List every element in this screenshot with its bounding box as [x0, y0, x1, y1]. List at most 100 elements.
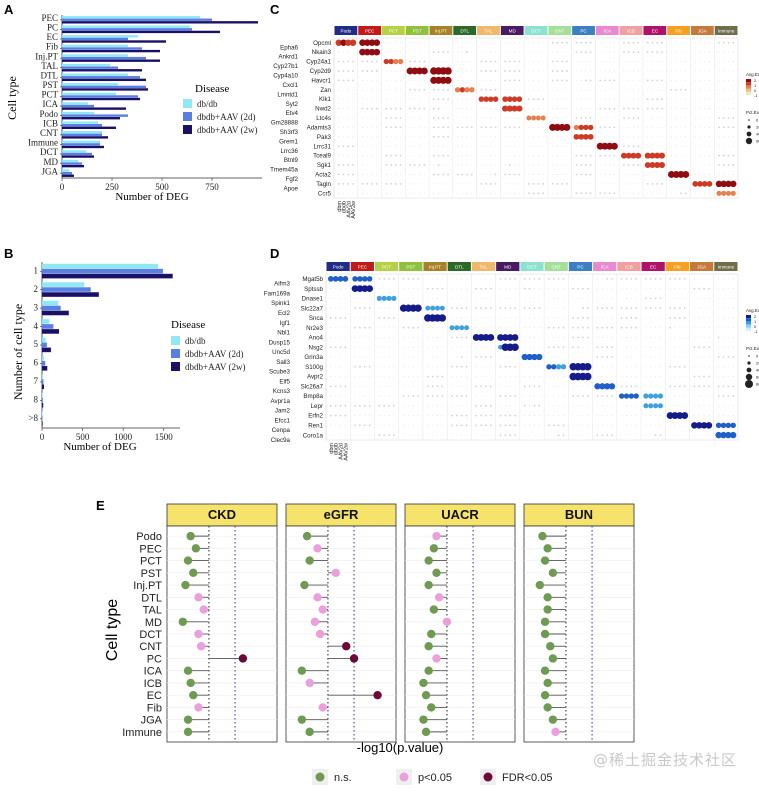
- dot-c-zan-ica-dbdb: [604, 89, 606, 91]
- point-uacr-pct: [424, 556, 433, 565]
- dot-c-lrrc31-cnt-AAV2d: [561, 145, 563, 147]
- dot-d-nr2e3-pec-AAV2d: [363, 326, 366, 329]
- dot-d-grin3a-tal-AAV2w: [489, 356, 492, 358]
- dot-d-nr2e3-dtl-AAV2w: [464, 325, 470, 331]
- dot-c-adamts3-pst-AAV2w: [423, 126, 425, 128]
- dot-c-ltc4s-pst-AAV2w: [423, 117, 425, 119]
- dot-d-sptssb-pct-dbm: [378, 288, 380, 290]
- dot-d-ano4-dtl-AAV2w: [465, 336, 468, 339]
- dot-d-snca-pst-dbdb: [407, 317, 409, 319]
- dot-c-pak3-pc-dbm: [573, 133, 580, 140]
- dot-d-bmp8a-pec-AAV2w: [369, 395, 371, 397]
- dot-c-zan-pc-AAV2w: [590, 89, 592, 91]
- dot-d-ano4-pst-AAV2d: [412, 336, 414, 339]
- bar-a-md-dbdb-aav-2d: [62, 162, 82, 165]
- dot-d-ren1-pec-AAV2d: [363, 424, 366, 427]
- dot-c-lrrc31-pst-AAV2w: [423, 145, 425, 147]
- dot-d-coro1a-inj-pt-dbdb: [432, 434, 434, 436]
- dot-c-havcr1-immune-AAV2d: [727, 79, 730, 81]
- dot-d-dnase1-dtl-AAV2d: [461, 297, 463, 299]
- dot-c-lrrc31-pc-dbdb: [580, 145, 582, 147]
- dot-c-sgk1-immune-AAV2d: [727, 164, 730, 166]
- dot-d-erfn2-pec-dbdb: [359, 415, 361, 417]
- dot-d-grin3a-pct-dbm: [378, 356, 380, 358]
- dot-d-ano4-inj-pt-AAV2d: [436, 336, 439, 339]
- dot-d-mgat5b-pc-AAV2w: [587, 278, 589, 280]
- dot-d-coro1a-pct-dbdb: [383, 434, 386, 437]
- dot-d-nsg2-pct-dbm: [378, 346, 380, 348]
- dot-c-adamts3-immune-dbdb: [722, 126, 725, 129]
- dot-d-snca-ec-dbm: [645, 317, 647, 319]
- dot-d-ren1-immune-dbdb: [720, 422, 727, 429]
- point-egfr-immune: [305, 727, 314, 737]
- dot-c-cyp2d9-md-dbm: [504, 70, 507, 72]
- dot-c-ccr5-tal-AAV2d: [490, 192, 492, 194]
- cluster-label-d-icb: ICB: [625, 265, 633, 270]
- gene-label-c-adamts3: Adamts3: [307, 124, 332, 131]
- tick-label-b-1: 1: [34, 265, 39, 275]
- dot-d-dnase1-fib-AAV2w: [684, 297, 686, 299]
- dot-d-ren1-dct-AAV2d: [533, 424, 535, 426]
- point-egfr-pst: [331, 568, 340, 578]
- dot-d-sptssb-inj-pt-AAV2w: [441, 287, 444, 290]
- dot-d-coro1a-pc-AAV2w: [587, 434, 589, 436]
- dot-c-acta2-icb-dbdb: [628, 173, 630, 176]
- dot-c-havcr1-podo-AAV2d: [347, 79, 350, 82]
- dot-c-havcr1-pst-AAV2w: [423, 79, 425, 81]
- cluster-header-c-dtl: [453, 26, 477, 35]
- dot-c-tceal9-podo-AAV2d: [347, 155, 349, 157]
- dot-d-mgat5b-podo-dbm: [328, 276, 334, 282]
- dot-d-slc22a7-cnt-AAV2w: [562, 307, 565, 309]
- dot-c-ccr5-dtl-AAV2w: [471, 192, 473, 194]
- bar-a-podo-db-db: [62, 111, 94, 115]
- dot-c-havcr1-md-dbdb: [508, 79, 511, 82]
- dot-c-pak3-pc-AAV2d: [583, 133, 589, 140]
- dot-c-cyp24a1-immune-AAV2d: [727, 60, 730, 63]
- dot-c-pak3-pct-AAV2d: [395, 136, 397, 138]
- dot-d-dnase1-ica-AAV2w: [611, 297, 613, 299]
- dot-c-lrrc31-icb-dbdb: [627, 145, 630, 148]
- bar-a-fib-dbdb-aav-2d: [62, 47, 142, 50]
- tick-label-a-pct: PCT: [41, 90, 58, 100]
- bar-a-dct-dbdb-aav-2w: [62, 155, 94, 158]
- gene-label-d-s100g: S100g: [305, 364, 323, 371]
- dot-d-snca-pct-AAV2d: [388, 317, 390, 319]
- dot-d-bmp8a-fib-dbm: [669, 395, 671, 397]
- point-egfr-pc: [349, 654, 359, 663]
- dot-c-opcml-dct-dbm: [528, 42, 530, 44]
- dot-c-havcr1-tal-AAV2w: [495, 79, 497, 81]
- dot-d-erfn2-tal-AAV2d: [485, 414, 487, 417]
- dot-d-nr2e3-inj-pt-dbdb: [432, 327, 434, 329]
- dot-c-sgk1-ec-dbm: [644, 162, 651, 169]
- dot-d-dnase1-immune-AAV2d: [727, 297, 729, 299]
- point-uacr-pc: [432, 654, 441, 663]
- dot-c-ccr5-dct-AAV2w: [542, 192, 545, 195]
- dot-c-cyp2d9-cnt-dbdb: [556, 70, 559, 72]
- legend-label-a-db-db: db/db: [197, 99, 218, 109]
- dot-c-lrrc31-inj-pt-dbm: [433, 145, 435, 147]
- dot-d-nr2e3-cnt-AAV2d: [557, 326, 560, 329]
- dot-d-coro1a-pc-dbdb: [577, 434, 579, 436]
- dot-c-cyp24a1-pc-AAV2d: [585, 60, 587, 63]
- dot-d-erfn2-dct-dbdb: [529, 415, 531, 417]
- dot-c-opcml-jga-AAV2d: [704, 42, 706, 44]
- dot-c-klk1-podo-dbm: [338, 98, 340, 100]
- dot-d-snca-jga-AAV2w: [708, 317, 710, 319]
- dot-c-acta2-pc-AAV2w: [589, 173, 592, 176]
- dot-d-ren1-pst-dbdb: [407, 424, 409, 426]
- dot-c-ltc4s-pc-AAV2d: [585, 117, 587, 119]
- legend-size-title-c: Pct.Exp: [746, 110, 759, 115]
- dot-c-klk1-fib-dbdb: [675, 98, 677, 100]
- dot-d-slc22a7-jga-dbdb: [698, 307, 700, 309]
- dot-d-slc26a7-ica-dbdb: [599, 383, 606, 390]
- dot-d-ren1-ica-AAV2w: [611, 424, 613, 426]
- gene-label-c-pak3: Pak3: [317, 134, 332, 141]
- dot-d-nsg2-tal-dbm: [475, 346, 477, 348]
- dot-d-grin3a-pec-AAV2w: [369, 356, 371, 358]
- dot-c-adamts3-inj-pt-AAV2w: [447, 126, 449, 129]
- dot-c-cyp2d9-immune-dbm: [718, 70, 720, 72]
- bar-b-2-db-db: [42, 282, 85, 287]
- dot-c-tceal9-tal-AAV2w: [495, 155, 497, 157]
- legend-size-value-d-40: 40: [756, 368, 759, 373]
- dot-c-ltc4s-immune-dbm: [718, 117, 720, 119]
